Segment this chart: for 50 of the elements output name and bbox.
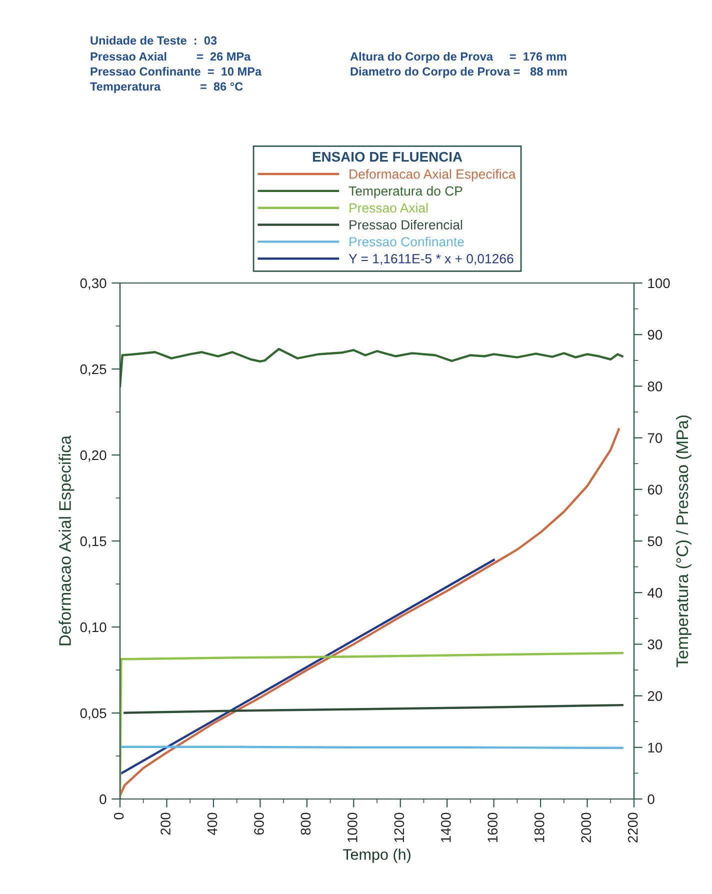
y-tick-label: 0,15	[80, 536, 106, 548]
y-tick-label: 0,20	[80, 450, 106, 462]
text: Diametro do Corpo de Prova = 88 mm	[350, 67, 567, 78]
y-axis-title: Deformacao Axial Especifica	[58, 435, 74, 646]
x-tick-label: 400	[207, 812, 218, 836]
y-tick-label: 0,30	[80, 278, 106, 290]
line-series	[120, 652, 624, 799]
y2-tick-label: 0	[648, 794, 654, 804]
line-series	[124, 704, 624, 714]
y-tick-label: 0,25	[80, 364, 106, 376]
y-tick-label: 0	[100, 794, 106, 804]
x-tick-label: 2000	[581, 812, 591, 842]
text: Altura do Corpo de Prova = 176 mm	[350, 52, 566, 64]
y2-tick-label: 20	[648, 691, 662, 701]
line-series	[120, 428, 620, 797]
x-tick-label: 0	[114, 812, 124, 820]
y-tick-label: 0,10	[80, 622, 106, 634]
text: Pressao Axial = 26 MPa	[90, 52, 251, 61]
y2-tick-label: 100	[648, 278, 670, 288]
y2-tick-label: 70	[648, 433, 662, 443]
y2-tick-label: 10	[648, 742, 662, 753]
x-tick-label: 1800	[534, 812, 544, 842]
text: Deformacao Axial Especifica	[350, 169, 516, 182]
x-tick-label: 600	[254, 812, 264, 835]
text: Pressao Diferencial	[350, 220, 462, 230]
text: Temperatura do CP	[348, 186, 462, 198]
text: Y = 1,1611E-5 * x + 0,01266	[348, 254, 514, 265]
x-tick-label: 1400	[440, 812, 451, 842]
x-tick-label: 800	[300, 812, 311, 835]
text: Pressao Axial	[350, 202, 428, 213]
text: Pressao Confinante = 10 MPa	[90, 67, 262, 76]
x-axis-title: Tempo (h)	[342, 848, 410, 863]
x-tick-label: 1200	[394, 812, 404, 842]
x-tick-label: 1000	[348, 812, 358, 842]
y2-tick-label: 80	[648, 382, 662, 392]
y2-tick-label: 90	[648, 330, 662, 340]
text: Unidade de Teste : 03	[90, 36, 217, 45]
y2-tick-label: 30	[648, 640, 662, 650]
line-series	[120, 348, 624, 388]
y2-tick-label: 60	[648, 484, 662, 495]
legend-title: ENSAIO DE FLUENCIA	[312, 152, 462, 162]
x-tick-label: 200	[160, 812, 170, 835]
text: Pressao Confinante	[350, 236, 464, 246]
x-tick-label: 1600	[488, 812, 498, 842]
y2-axis-title: Temperatura (°C) / Pressao (MPa)	[676, 416, 692, 668]
text: Temperatura = 86 °C	[90, 82, 243, 94]
y2-tick-label: 50	[648, 536, 662, 546]
y-tick-label: 0,05	[80, 708, 106, 720]
x-tick-label: 2200	[628, 812, 638, 842]
y2-tick-label: 40	[648, 588, 662, 598]
